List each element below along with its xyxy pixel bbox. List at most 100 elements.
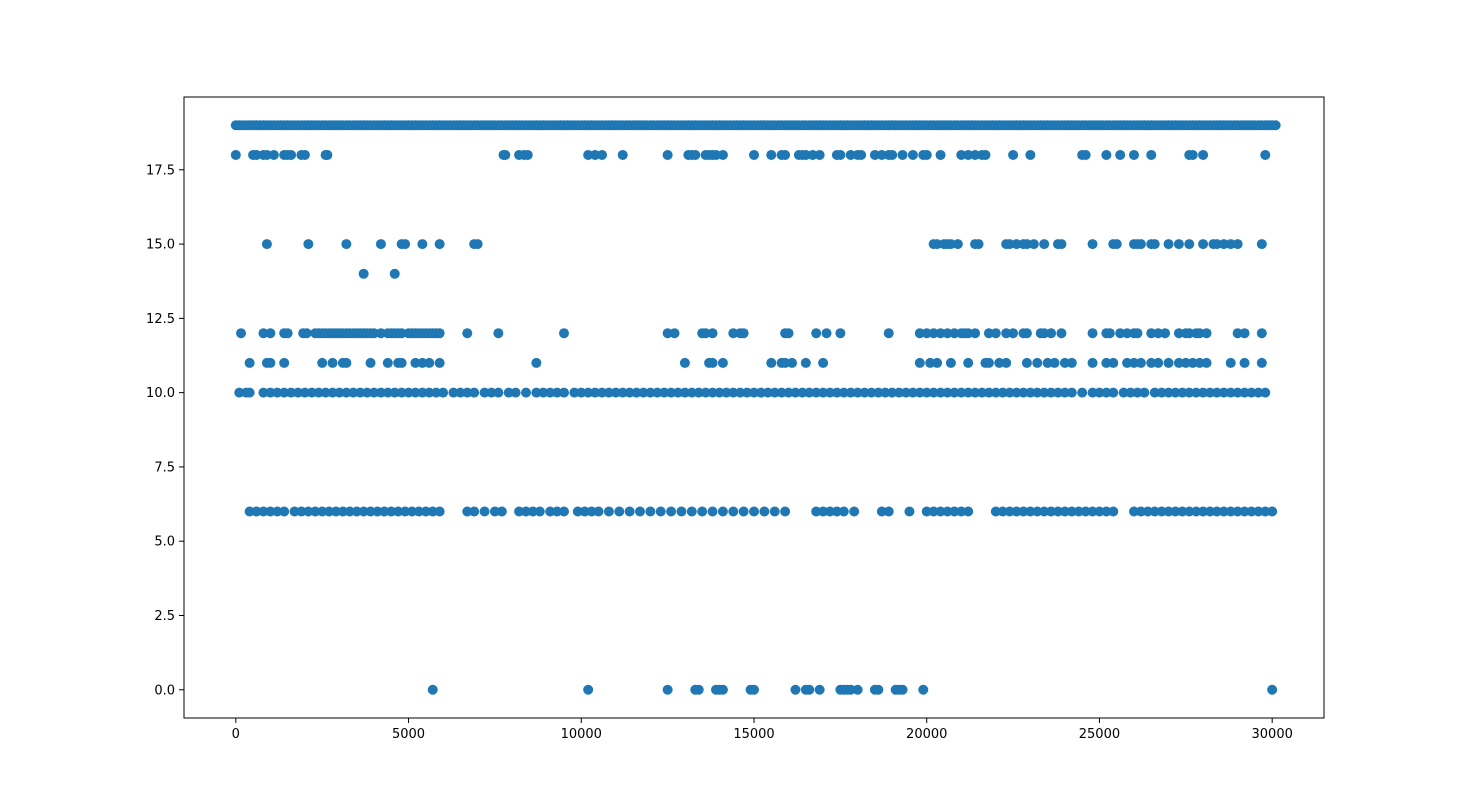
data-point (244, 506, 255, 517)
data-point (265, 328, 276, 339)
data-point (907, 149, 918, 160)
data-point (1004, 387, 1015, 398)
x-tick-label: 20000 (906, 727, 947, 742)
data-point (956, 506, 967, 517)
data-point (434, 357, 445, 368)
data-point (597, 387, 607, 398)
data-point (780, 357, 791, 368)
data-point (1129, 149, 1139, 160)
data-point (717, 684, 728, 695)
data-point (1256, 239, 1267, 250)
data-point (1156, 387, 1167, 398)
points-layer (230, 120, 1281, 695)
data-point (624, 387, 635, 398)
data-point (320, 387, 331, 398)
data-point (413, 506, 424, 517)
data-point (717, 149, 728, 160)
data-point (358, 268, 369, 279)
data-point (1260, 387, 1271, 398)
data-point (963, 506, 974, 517)
data-point (438, 387, 449, 398)
data-point (970, 149, 981, 160)
data-point (1025, 506, 1036, 517)
data-point (493, 328, 504, 339)
data-point (496, 506, 507, 517)
data-point (1104, 328, 1115, 339)
data-point (749, 149, 759, 160)
data-point (686, 387, 697, 398)
data-point (1066, 506, 1077, 517)
data-point (583, 684, 594, 695)
data-point (434, 328, 445, 339)
data-point (1256, 328, 1267, 339)
data-point (1046, 506, 1057, 517)
data-point (400, 506, 411, 517)
y-tick-label: 2.5 (154, 609, 175, 624)
data-point (1270, 120, 1281, 131)
data-point (835, 328, 846, 339)
data-point (935, 387, 946, 398)
data-point (1198, 387, 1209, 398)
data-point (1260, 149, 1271, 160)
data-point (1101, 149, 1112, 160)
data-point (1253, 506, 1264, 517)
data-point (679, 387, 690, 398)
y-tick-label: 17.5 (146, 163, 175, 178)
x-axis: 0 5000 10000 15000 20000 25000 30000 (232, 718, 1293, 742)
data-point (869, 149, 880, 160)
data-point (1087, 239, 1098, 250)
data-point (1211, 239, 1222, 250)
data-point (386, 506, 397, 517)
data-point (322, 149, 333, 160)
data-point (375, 328, 386, 339)
data-point (1025, 387, 1036, 398)
data-point (935, 149, 946, 160)
data-point (265, 506, 276, 517)
data-point (410, 387, 421, 398)
data-point (1232, 506, 1243, 517)
data-point (945, 239, 956, 250)
data-point (1028, 239, 1039, 250)
data-point (1115, 149, 1126, 160)
data-point (282, 328, 293, 339)
data-point (845, 387, 856, 398)
data-point (994, 357, 1005, 368)
data-point (1149, 239, 1160, 250)
data-point (1021, 357, 1032, 368)
data-point (983, 357, 994, 368)
data-point (638, 387, 649, 398)
data-point (375, 387, 386, 398)
data-point (949, 387, 960, 398)
data-point (1232, 239, 1243, 250)
data-point (1191, 387, 1202, 398)
data-point (1173, 239, 1184, 250)
data-point (1267, 684, 1278, 695)
data-point (1039, 328, 1050, 339)
data-point (1053, 506, 1063, 517)
data-point (1163, 506, 1174, 517)
data-point (1205, 506, 1215, 517)
data-point (586, 506, 597, 517)
data-point (569, 387, 580, 398)
data-point (935, 328, 946, 339)
data-point (835, 149, 846, 160)
data-point (489, 506, 500, 517)
data-point (396, 387, 407, 398)
data-point (818, 387, 829, 398)
data-point (721, 387, 732, 398)
data-point (372, 506, 383, 517)
data-point (410, 357, 421, 368)
data-point (331, 506, 341, 517)
data-point (1004, 239, 1015, 250)
data-point (1129, 357, 1139, 368)
data-point (1087, 328, 1098, 339)
data-point (942, 387, 953, 398)
data-point (800, 357, 811, 368)
data-point (728, 506, 739, 517)
data-point (538, 387, 549, 398)
data-point (417, 239, 428, 250)
data-point (1122, 328, 1133, 339)
data-point (845, 684, 856, 695)
